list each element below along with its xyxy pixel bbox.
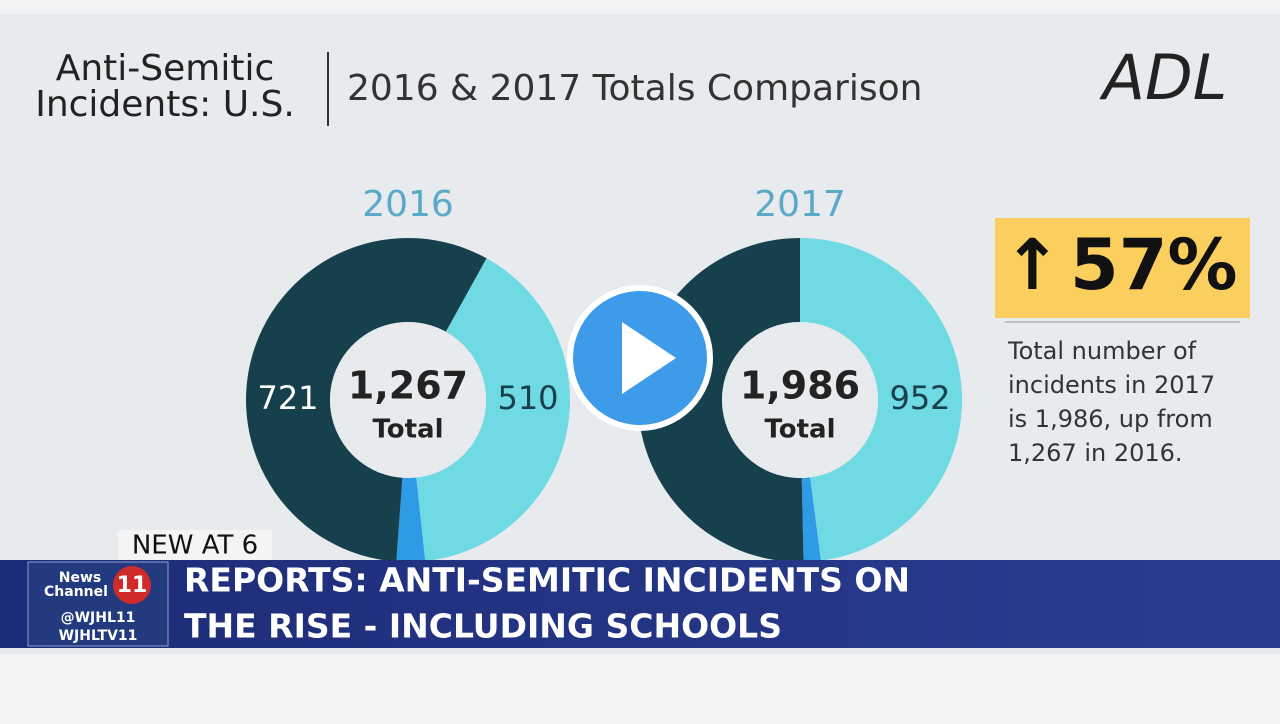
donut-segment (416, 258, 570, 562)
title-line: Anti-Semitic (56, 48, 275, 89)
title-line: Incidents: U.S. (35, 84, 295, 125)
donut-charts: 2016 1,267 Total 721 510 2017 1,986 Total 952 (245, 184, 963, 562)
donut-segment (800, 238, 963, 561)
total-caption: Total (372, 415, 443, 445)
donut-hole (330, 322, 486, 478)
segment-label: 952 (889, 379, 950, 417)
donut-hole (722, 322, 878, 478)
play-icon[interactable] (622, 322, 676, 394)
total-value: 1,986 (740, 364, 860, 408)
callout-line: 1,267 in 2016. (1008, 439, 1183, 467)
logo-text: News (59, 570, 101, 586)
handle: WJHLTV11 (59, 628, 138, 644)
total-value: 1,267 (348, 364, 468, 408)
callout-box (995, 218, 1250, 318)
logo-number: 11 (117, 573, 148, 598)
donut-segment (801, 477, 821, 562)
year-label: 2016 (362, 184, 454, 225)
callout-arrow: ↑ (1003, 224, 1062, 306)
callout-line: is 1,986, up from (1008, 405, 1213, 433)
tag: NEW AT 6 (132, 531, 258, 561)
donut-segment (396, 477, 426, 562)
donut-segment (245, 237, 487, 562)
handle: @WJHL11 (61, 610, 136, 626)
tag-box (118, 530, 272, 560)
logo-badge (113, 566, 151, 604)
segment-label: 510 (497, 379, 558, 417)
logo-text: Channel (44, 584, 108, 600)
segment-label: 721 (257, 379, 318, 417)
subtitle: 2016 & 2017 Totals Comparison (347, 68, 922, 109)
callout-line: Total number of (1007, 337, 1197, 365)
headline: THE RISE - INCLUDING SCHOOLS (184, 607, 782, 646)
adl-logo: ADL (1099, 41, 1228, 114)
headline-bar (0, 560, 1280, 648)
callout-figure: 57% (1070, 224, 1238, 306)
year-label: 2017 (754, 184, 846, 225)
callout-line: incidents in 2017 (1008, 371, 1215, 399)
headline: REPORTS: ANTI-SEMITIC INCIDENTS ON (184, 561, 910, 600)
callout-text: Total number of incidents in 2017 is 1,986… (1007, 337, 1215, 467)
total-caption: Total (764, 415, 835, 445)
